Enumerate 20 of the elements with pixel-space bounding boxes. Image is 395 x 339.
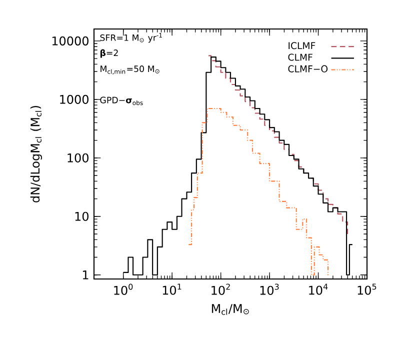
annotation: SFR=1 M$_{⊙}$ yr$^{-1}$	[100, 33, 162, 43]
legend-label: CLMF	[288, 54, 312, 61]
x-axis-title: M$_{cl}$/M$_{⊙}$	[212, 304, 249, 315]
x-tick-label: 10$^{2}$	[212, 284, 230, 295]
y-tick-label: 1000	[60, 94, 88, 104]
x-tick-label: 10$^{0}$	[114, 284, 133, 295]
x-tick-label: 10$^{4}$	[309, 284, 328, 295]
legend-label: ICLMF	[288, 42, 316, 50]
annotation: β=2	[100, 49, 118, 58]
y-tick-label: 100	[68, 153, 88, 162]
y-tick-label: 1	[82, 270, 88, 280]
y-tick-label: 10	[75, 212, 88, 221]
y-axis-title: dN/dLogM$_{cl}$ (M$_{cl}$)	[30, 106, 42, 202]
y-tick-label: 10000	[52, 36, 88, 46]
annotation: GPD−σ$_{obs}$	[100, 96, 143, 106]
x-tick-label: 10$^{1}$	[162, 284, 182, 295]
annotation: M$_{cl,min}$=50 M$_{⊙}$	[100, 66, 160, 75]
x-tick-label: 10$^{3}$	[260, 284, 279, 295]
x-tick-label: 10$^{5}$	[358, 284, 376, 295]
legend-label: CLMF−O	[288, 65, 328, 72]
